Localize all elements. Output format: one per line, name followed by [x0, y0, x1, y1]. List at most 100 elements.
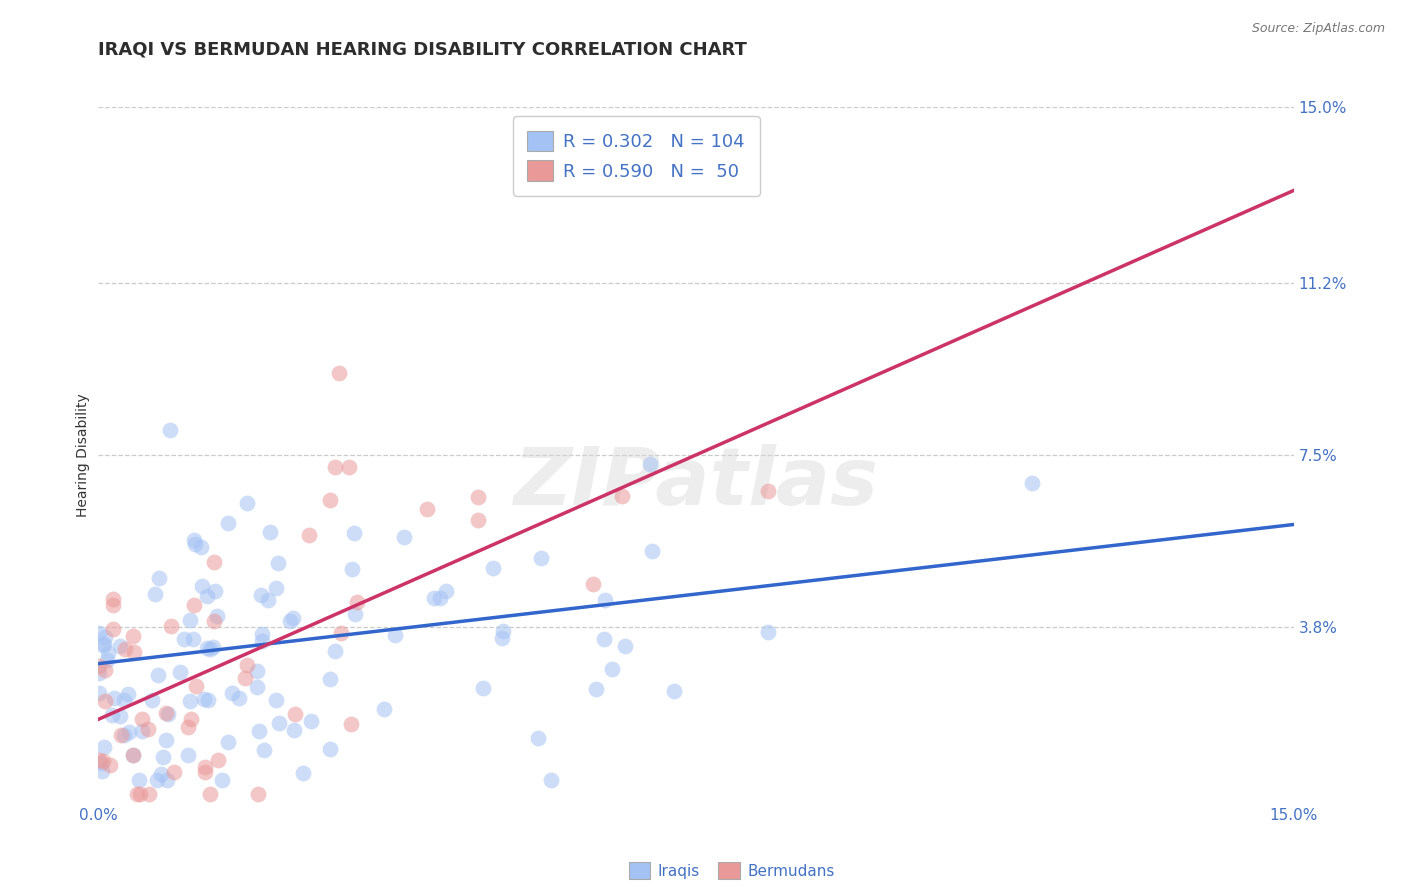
Point	[527, 731, 550, 745]
Point	[664, 684, 686, 698]
Point	[96, 653, 118, 667]
Point	[195, 589, 218, 603]
Point	[200, 787, 222, 801]
Text: IRAQI VS BERMUDAN HEARING DISABILITY CORRELATION CHART: IRAQI VS BERMUDAN HEARING DISABILITY COR…	[98, 40, 748, 58]
Y-axis label: Hearing Disability: Hearing Disability	[76, 393, 90, 516]
Point	[595, 593, 617, 607]
Point	[298, 528, 321, 542]
Point	[264, 692, 287, 706]
Point	[467, 513, 489, 527]
Point	[194, 760, 217, 774]
Point	[530, 550, 553, 565]
Point	[202, 555, 225, 569]
Point	[217, 735, 239, 749]
Point	[264, 582, 287, 596]
Point	[179, 613, 201, 627]
Point	[101, 591, 124, 606]
Point	[202, 614, 225, 628]
Point	[392, 530, 415, 544]
Point	[283, 723, 305, 737]
Point	[114, 641, 136, 656]
Point	[93, 637, 115, 651]
Point	[183, 598, 205, 612]
Point	[343, 607, 366, 621]
Text: ZIPatlas: ZIPatlas	[513, 443, 879, 522]
Point	[184, 537, 207, 551]
Point	[101, 622, 124, 636]
Point	[471, 681, 494, 696]
Point	[600, 662, 623, 676]
Point	[121, 747, 143, 762]
Point	[177, 748, 200, 763]
Point	[207, 608, 229, 623]
Point	[128, 772, 150, 787]
Point	[340, 716, 363, 731]
Point	[117, 688, 139, 702]
Point	[582, 577, 605, 591]
Point	[87, 686, 110, 700]
Point	[482, 561, 505, 575]
Point	[163, 765, 186, 780]
Point	[148, 668, 170, 682]
Point	[278, 614, 301, 628]
Point	[423, 591, 446, 606]
Point	[191, 579, 214, 593]
Point	[143, 587, 166, 601]
Point	[159, 619, 181, 633]
Point	[110, 728, 132, 742]
Point	[91, 755, 114, 769]
Point	[491, 632, 513, 646]
Point	[233, 671, 256, 685]
Point	[183, 533, 205, 547]
Point	[118, 725, 141, 739]
Point	[190, 540, 212, 554]
Point	[467, 490, 489, 504]
Point	[90, 756, 112, 770]
Text: Source: ZipAtlas.com: Source: ZipAtlas.com	[1251, 22, 1385, 36]
Point	[638, 457, 661, 471]
Point	[247, 724, 270, 739]
Point	[152, 750, 174, 764]
Point	[256, 592, 278, 607]
Point	[204, 583, 226, 598]
Point	[246, 664, 269, 678]
Point	[103, 690, 125, 705]
Point	[173, 632, 195, 646]
Point	[292, 766, 315, 780]
Point	[346, 595, 368, 609]
Point	[98, 758, 121, 772]
Point	[155, 733, 177, 747]
Point	[756, 484, 779, 499]
Point	[259, 524, 281, 539]
Point	[756, 625, 779, 640]
Point	[1021, 476, 1043, 491]
Point	[179, 694, 201, 708]
Point	[246, 680, 269, 694]
Point	[211, 772, 233, 787]
Point	[146, 772, 169, 787]
Point	[89, 753, 111, 767]
Point	[429, 591, 451, 606]
Point	[186, 679, 208, 693]
Point	[323, 460, 346, 475]
Point	[236, 496, 259, 510]
Point	[197, 641, 219, 656]
Point	[156, 706, 179, 721]
Point	[131, 712, 153, 726]
Point	[267, 716, 290, 731]
Point	[217, 516, 239, 531]
Point	[197, 693, 219, 707]
Point	[593, 632, 616, 647]
Point	[94, 663, 117, 677]
Point	[299, 714, 322, 728]
Point	[131, 724, 153, 739]
Point	[540, 772, 562, 787]
Point	[89, 658, 111, 673]
Point	[108, 708, 131, 723]
Point	[138, 787, 160, 801]
Point	[492, 624, 515, 639]
Point	[281, 610, 304, 624]
Point	[136, 722, 159, 736]
Point	[323, 644, 346, 658]
Point	[284, 706, 307, 721]
